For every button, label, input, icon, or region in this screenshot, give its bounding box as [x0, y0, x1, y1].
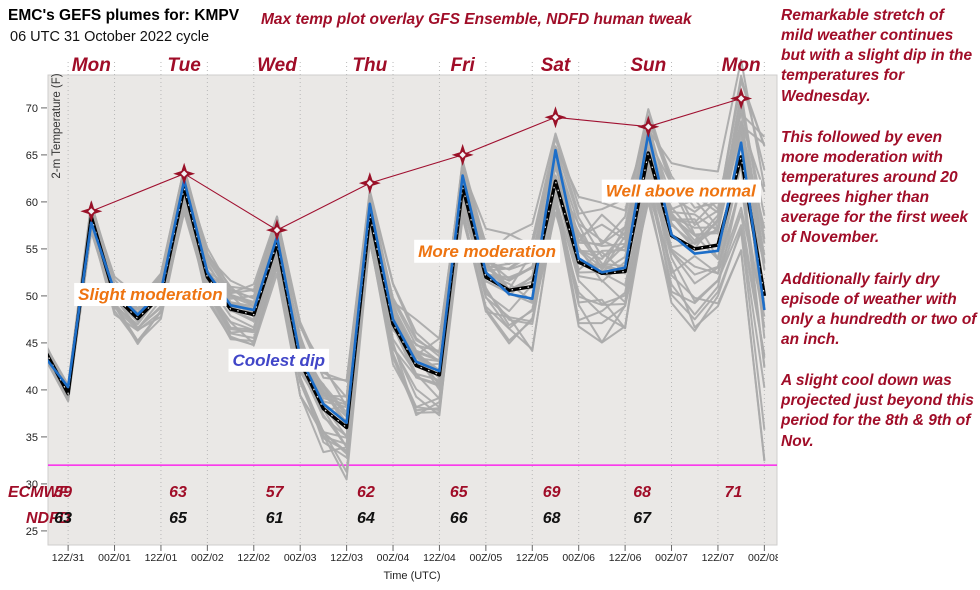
table-row-label: NDFD — [26, 510, 71, 527]
table-value: 63 — [169, 484, 187, 501]
x-tick-label: 00Z/06 — [562, 552, 595, 564]
table-row-label: ECMWF — [8, 484, 70, 501]
y-tick-label: 65 — [26, 150, 38, 162]
table-value: 66 — [450, 510, 468, 527]
day-label: Fri — [451, 55, 476, 76]
y-tick-label: 55 — [26, 244, 38, 256]
table-value: 61 — [266, 510, 284, 527]
x-tick-label: 12Z/31 — [52, 552, 85, 564]
y-tick-label: 45 — [26, 338, 38, 350]
x-tick-label: 00Z/05 — [470, 552, 503, 564]
day-label: Mon — [722, 55, 761, 76]
chart-annotation: Coolest dip — [233, 351, 326, 370]
page-title: EMC's GEFS plumes for: KMPV — [8, 7, 240, 24]
y-tick-label: 35 — [26, 432, 38, 444]
overlay-note: Max temp plot overlay GFS Ensemble, NDFD… — [261, 11, 692, 28]
x-tick-label: 12Z/05 — [516, 552, 549, 564]
plume-chart: Mon Tue Wed Thu Fri Sat Sun Mon Slight moderatio… — [8, 55, 778, 582]
chart-annotation: More moderation — [418, 242, 556, 261]
day-label: Wed — [257, 55, 297, 76]
ecmwf-line — [91, 97, 742, 231]
x-tick-label: 00Z/04 — [377, 552, 410, 564]
table-value: 64 — [357, 510, 375, 527]
ndfd-line — [48, 132, 766, 425]
y-tick-label: 50 — [26, 291, 38, 303]
y-tick-label: 60 — [26, 197, 38, 209]
x-tick-label: 00Z/02 — [191, 552, 224, 564]
table-value: 62 — [357, 484, 375, 501]
x-tick-label: 00Z/07 — [655, 552, 688, 564]
commentary-paragraph: This followed by even more moderation wi… — [781, 128, 968, 247]
day-labels: Mon Tue Wed Thu Fri Sat Sun Mon — [72, 55, 761, 76]
x-tick-label: 00Z/03 — [284, 552, 317, 564]
cycle-subtitle: 06 UTC 31 October 2022 cycle — [10, 29, 210, 45]
y-axis-title: 2-m Temperature (F) — [51, 73, 63, 178]
table-value: 57 — [266, 484, 285, 501]
x-tick-label: 12Z/06 — [609, 552, 642, 564]
table-value: 71 — [725, 484, 743, 501]
y-tick-label: 40 — [26, 385, 38, 397]
x-tick-label: 12Z/02 — [237, 552, 270, 564]
y-axis: 25 30 35 40 45 50 55 60 65 70 2-m Temperature (F) — [26, 73, 63, 538]
x-tick-label: 12Z/01 — [145, 552, 178, 564]
ecmwf-star-markers — [80, 87, 753, 242]
day-label: Sun — [630, 55, 666, 76]
chart-annotation: Slight moderation — [78, 285, 223, 304]
chart-annotations: Slight moderation Coolest dip More moderat… — [74, 179, 761, 372]
x-tick-label: 12Z/04 — [423, 552, 456, 564]
x-gridlines — [67, 62, 765, 545]
day-label: Tue — [167, 55, 201, 76]
table-value: 65 — [169, 510, 188, 527]
y-tick-label: 70 — [26, 103, 38, 115]
x-tick-label: 00Z/08 — [748, 552, 778, 564]
day-label: Mon — [72, 55, 111, 76]
y-tick-label: 25 — [26, 526, 38, 538]
table-value: 65 — [450, 484, 469, 501]
day-label: Sat — [541, 55, 571, 76]
table-value: 59 — [54, 484, 72, 501]
x-axis: 12Z/31 00Z/01 12Z/01 00Z/02 12Z/02 00Z/03 12Z/… — [52, 545, 778, 582]
commentary-paragraph: Additionally fairly dry episode of weath… — [781, 270, 977, 348]
y-tick-label: 30 — [26, 479, 38, 491]
day-label: Thu — [352, 55, 387, 76]
table-value: 68 — [633, 484, 651, 501]
x-tick-label: 12Z/07 — [702, 552, 735, 564]
table-value: 69 — [543, 484, 561, 501]
table-value: 63 — [54, 510, 72, 527]
chart-annotation: Well above normal — [606, 182, 757, 201]
x-tick-label: 12Z/03 — [330, 552, 363, 564]
forecaster-commentary: Remarkable stretch of mild weather conti… — [781, 6, 977, 473]
table-value: 68 — [543, 510, 561, 527]
commentary-paragraph: Remarkable stretch of mild weather conti… — [781, 7, 973, 105]
table-value: 67 — [633, 510, 652, 527]
x-tick-label: 00Z/01 — [98, 552, 131, 564]
commentary-paragraph: A slight cool down was projected just be… — [781, 372, 974, 450]
x-axis-title: Time (UTC) — [383, 570, 440, 582]
